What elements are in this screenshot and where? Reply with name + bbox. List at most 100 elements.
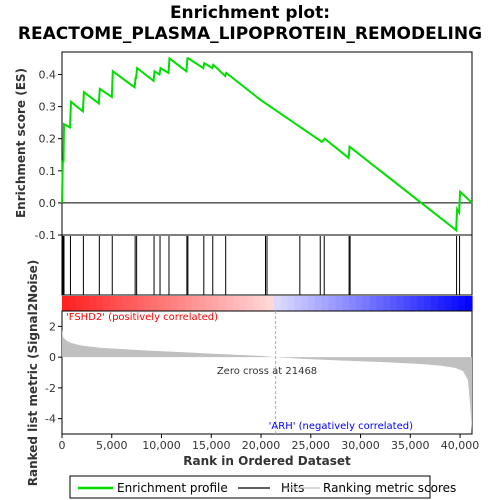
rank-bar-segment xyxy=(328,296,336,311)
es-y-axis-label: Enrichment score (ES) xyxy=(14,68,28,218)
rank-bar-segment xyxy=(335,296,343,311)
legend-metric-label: Ranking metric scores xyxy=(323,481,456,495)
negative-correlation-label: 'ARH' (negatively correlated) xyxy=(269,421,413,432)
rank-bar-segment xyxy=(96,296,104,311)
rank-bar-segment xyxy=(123,296,131,311)
hits-panel xyxy=(61,234,473,296)
rank-bar-segment xyxy=(465,296,473,311)
rank-bar-segment xyxy=(109,296,118,311)
metric-plot-frame xyxy=(61,310,473,435)
metric-y-axis: -4 -2 0 2 xyxy=(45,320,62,426)
rank-bar-segment xyxy=(185,296,193,311)
rank-bar-segment xyxy=(431,296,439,311)
metric-y-tick-label: -2 xyxy=(45,382,56,395)
rank-bar-segment xyxy=(280,296,289,311)
x-tick-label: 10,000 xyxy=(142,439,181,452)
rank-bar-segment xyxy=(219,296,227,311)
rank-bar-segment xyxy=(205,296,213,311)
rank-bar-segment xyxy=(89,296,97,311)
rank-bar-segment xyxy=(171,296,179,311)
es-panel: -0.1 0.0 0.1 0.2 0.3 0.4 Enrichment score (ES… xyxy=(14,51,473,242)
es-y-tick-label: 0.0 xyxy=(39,197,57,210)
hit-markers xyxy=(62,236,461,295)
rank-bar-segment xyxy=(267,296,275,311)
rank-bar-segment xyxy=(451,296,459,311)
rank-bar-segment xyxy=(260,296,268,311)
metric-y-axis-label: Ranked list metric (Signal2Noise) xyxy=(26,260,40,487)
rank-bar-segment xyxy=(437,296,446,311)
x-tick-label: 40,000 xyxy=(441,439,480,452)
rank-bar-segment xyxy=(301,296,309,311)
es-y-tick-label: 0.1 xyxy=(39,165,57,178)
rank-bar-segment xyxy=(191,296,200,311)
rank-bar-segment xyxy=(239,296,248,311)
x-tick-label: 30,000 xyxy=(341,439,380,452)
rank-bar-segment xyxy=(246,296,254,311)
rank-bar-segment xyxy=(164,296,172,311)
rank-bar-segment xyxy=(321,296,330,311)
rank-bar-segment xyxy=(75,296,84,311)
rank-bar-segment xyxy=(273,296,282,311)
es-y-tick-label: 0.4 xyxy=(39,68,57,81)
rank-bar-segment xyxy=(294,296,302,311)
rank-bar-segment xyxy=(68,296,77,311)
rank-bar-segment xyxy=(130,296,138,311)
rank-bar-segment xyxy=(376,296,384,311)
rank-bar-segment xyxy=(253,296,261,311)
legend-enrichment-label: Enrichment profile xyxy=(117,481,228,495)
enrichment-profile-line xyxy=(61,56,473,233)
x-axis-label: Rank in Ordered Dataset xyxy=(183,454,351,468)
es-y-axis: -0.1 0.0 0.1 0.2 0.3 0.4 xyxy=(35,68,62,242)
rank-bar-segment xyxy=(144,296,152,311)
rank-bar-segment xyxy=(287,296,295,311)
x-tick-label: 0 xyxy=(59,439,66,452)
legend-box xyxy=(69,475,431,499)
x-tick-label: 15,000 xyxy=(192,439,231,452)
rank-bar-segment xyxy=(157,296,166,311)
legend: Enrichment profile Hits Ranking metric s… xyxy=(69,475,456,499)
rank-bar-segment xyxy=(212,296,220,311)
rank-bar-segment xyxy=(178,296,186,311)
rank-bar-segment xyxy=(116,296,125,311)
es-y-tick-label: 0.2 xyxy=(39,133,57,146)
rank-bar-segment xyxy=(198,296,207,311)
rank-bar-segment xyxy=(383,296,391,311)
rank-bar-segment xyxy=(82,296,90,311)
zero-cross-label: Zero cross at 21468 xyxy=(217,366,317,377)
rank-bar-segment xyxy=(444,296,453,311)
x-tick-label: 35,000 xyxy=(391,439,430,452)
rank-bar-segment xyxy=(458,296,466,311)
es-y-tick-label: 0.3 xyxy=(39,101,57,114)
rank-bar-segment xyxy=(355,296,364,311)
metric-panel: -4 -2 0 2 0 5,000 10,000 15,000 20,000 25,000 30,… xyxy=(26,260,479,487)
rank-bar-segment xyxy=(362,296,371,311)
x-tick-label: 25,000 xyxy=(292,439,331,452)
rank-bar-segment xyxy=(308,296,316,311)
rank-bar-segment xyxy=(369,296,377,311)
x-tick-label: 5,000 xyxy=(96,439,128,452)
rank-bar-segment xyxy=(314,296,323,311)
es-y-tick-label: -0.1 xyxy=(35,229,56,242)
rank-bar-segment xyxy=(342,296,350,311)
chart-title-line2: REACTOME_PLASMA_LIPOPROTEIN_REMODELING xyxy=(18,24,482,44)
rank-bar-segment xyxy=(390,296,398,311)
ranking-color-bar xyxy=(62,296,473,311)
rank-bar-segment xyxy=(232,296,241,311)
metric-y-tick-label: 2 xyxy=(49,320,56,333)
metric-y-tick-label: -4 xyxy=(45,413,56,426)
es-plot-frame xyxy=(61,51,473,236)
metric-x-axis: 0 5,000 10,000 15,000 20,000 25,000 30,000 35,0… xyxy=(59,434,480,452)
metric-y-tick-label: 0 xyxy=(49,351,56,364)
rank-bar-segment xyxy=(62,296,70,311)
rank-bar-segment xyxy=(137,296,145,311)
rank-bar-segment xyxy=(396,296,405,311)
x-tick-label: 20,000 xyxy=(242,439,281,452)
rank-bar-segment xyxy=(226,296,234,311)
rank-bar-segment xyxy=(410,296,418,311)
rank-bar-segment xyxy=(424,296,432,311)
positive-correlation-label: 'FSHD2' (positively correlated) xyxy=(66,312,218,323)
rank-bar-segment xyxy=(103,296,111,311)
rank-bar-segment xyxy=(417,296,425,311)
rank-bar-segment xyxy=(150,296,159,311)
